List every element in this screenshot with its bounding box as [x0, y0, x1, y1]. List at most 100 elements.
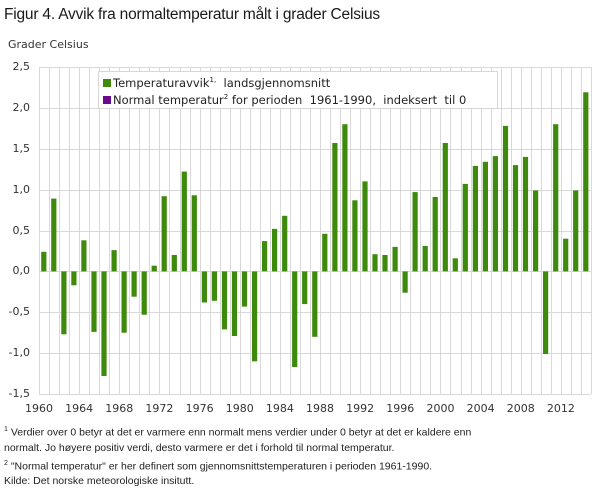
bar-1966 [101, 271, 107, 376]
chart-title: Figur 4. Avvik fra normaltemperatur målt… [4, 6, 380, 23]
bar-2003 [472, 165, 478, 272]
bar-1967 [111, 250, 117, 272]
bar-1962 [61, 271, 67, 335]
footnote-marker: 1 [4, 426, 8, 433]
chart-legend: Temperaturavvik1, landsgjennomsnitt Norm… [98, 71, 498, 109]
x-tick-label: 2012 [546, 402, 575, 415]
bar-2006 [502, 125, 509, 272]
bar-1982 [262, 241, 268, 272]
bar-2014 [583, 92, 589, 272]
bar-2012 [563, 238, 569, 272]
bar-1989 [332, 143, 338, 272]
chart-footnotes: 1 Verdier over 0 betyr at det er varmere… [4, 422, 604, 489]
bar-1974 [181, 171, 187, 272]
bar-1998 [422, 246, 428, 272]
bar-2007 [512, 165, 519, 272]
bar-1963 [71, 271, 77, 286]
bar-1985 [292, 271, 298, 367]
gridlines [39, 67, 592, 395]
y-tick-label: 1,5 [12, 141, 31, 155]
y-tick-label: 1,0 [12, 182, 31, 196]
bar-2013 [573, 190, 579, 272]
bar-2004 [482, 161, 488, 272]
bar-1995 [392, 246, 398, 272]
bar-1987 [312, 271, 318, 337]
bar-2008 [522, 156, 529, 272]
footnote-text: "Normal temperatur" er her definert som … [7, 460, 433, 472]
bar-1979 [231, 271, 238, 336]
x-tick-label: 1976 [185, 402, 214, 415]
x-tick-label: 1964 [65, 402, 94, 415]
bar-1973 [171, 255, 177, 272]
bar-1990 [342, 124, 348, 272]
legend-footnote-marker: 1, [209, 76, 217, 85]
green-square-icon [103, 79, 111, 87]
legend-label-rest: for perioden 1961-1990, indeksert til 0 [228, 93, 467, 107]
y-axis-unit-label: Grader Celsius [8, 38, 89, 51]
source-line: Kilde: Det norske meteorologiske insitut… [4, 475, 195, 487]
bar-2010 [543, 271, 549, 354]
legend-label-rest: landsgjennomsnitt [216, 76, 331, 90]
bar-1964 [81, 240, 87, 272]
y-tick-label: -1,5 [8, 387, 30, 400]
y-tick-label: 2,5 [12, 60, 31, 73]
bar-2002 [462, 183, 468, 272]
legend-label: Temperaturavvik [113, 76, 210, 90]
bar-2009 [533, 190, 539, 272]
y-tick-label: 2,0 [12, 100, 31, 114]
bar-1961 [51, 198, 57, 272]
footnote-2: 2 "Normal temperatur" er her definert so… [4, 456, 604, 475]
legend-item-temperaturavvik: Temperaturavvik1, landsgjennomsnitt [103, 76, 330, 90]
bar-1972 [161, 196, 167, 272]
bar-2000 [442, 143, 448, 272]
x-tick-label: 1984 [265, 402, 294, 415]
bar-1976 [201, 271, 207, 303]
x-tick-label: 1960 [25, 402, 53, 415]
bar-1975 [191, 195, 197, 272]
bar-2001 [452, 258, 458, 272]
bar-1969 [131, 271, 137, 297]
legend-item-normal-temperatur: Normal temperatur2 for perioden 1961-199… [103, 93, 466, 107]
legend-label: Normal temperatur [113, 93, 224, 107]
x-tick-label: 1992 [346, 402, 375, 415]
x-tick-label: 2000 [426, 402, 455, 415]
y-tick-label: -1,0 [8, 346, 30, 360]
bar-series-temperaturavvik [41, 92, 589, 376]
bar-1968 [121, 271, 127, 333]
bar-1984 [282, 215, 288, 272]
bar-2005 [492, 156, 498, 272]
bar-1988 [322, 233, 328, 272]
y-tick-label: -0,5 [8, 305, 30, 319]
bar-2011 [553, 124, 559, 272]
footnote-marker: 2 [4, 459, 8, 467]
bar-1965 [91, 271, 97, 332]
bar-1993 [372, 254, 378, 272]
x-tick-label: 1972 [145, 402, 174, 415]
purple-square-icon [103, 96, 111, 104]
footnote-1: 1 Verdier over 0 betyr at det er varmere… [4, 422, 604, 441]
y-tick-label: 0,5 [12, 223, 31, 237]
bar-1999 [432, 197, 438, 272]
x-tick-label: 1968 [105, 402, 134, 415]
x-tick-label: 1988 [306, 402, 335, 415]
bar-1992 [362, 181, 368, 272]
footnote-text: Verdier over 0 betyr at det er varmere e… [7, 426, 472, 439]
bar-1971 [151, 265, 157, 272]
x-tick-label: 1996 [386, 402, 415, 415]
bar-1980 [241, 271, 248, 307]
x-tick-label: 1980 [225, 402, 254, 415]
bar-1978 [221, 271, 228, 330]
bar-1996 [402, 271, 408, 293]
bar-1970 [141, 271, 147, 315]
bar-1977 [211, 271, 217, 301]
bar-1983 [272, 228, 278, 272]
bar-1994 [382, 255, 388, 272]
x-tick-label: 2008 [506, 402, 535, 415]
bar-1981 [252, 271, 258, 362]
x-tick-label: 2004 [466, 402, 495, 415]
bar-1960 [41, 251, 47, 272]
bar-1986 [302, 271, 308, 305]
bar-1997 [412, 192, 418, 272]
legend-footnote-marker: 2 [223, 93, 229, 102]
